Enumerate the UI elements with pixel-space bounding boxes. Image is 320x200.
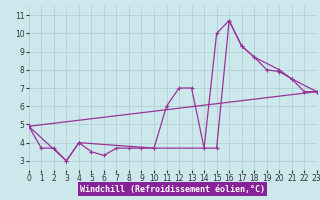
X-axis label: Windchill (Refroidissement éolien,°C): Windchill (Refroidissement éolien,°C) [80,185,265,194]
